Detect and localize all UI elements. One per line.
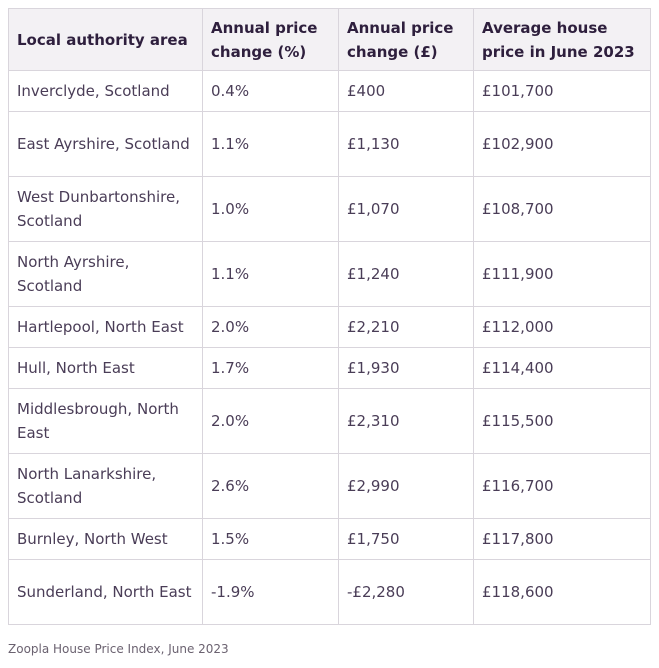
cell-average-price: £108,700 bbox=[473, 176, 651, 242]
cell-average-price: £118,600 bbox=[473, 559, 651, 625]
cell-change-gbp: £400 bbox=[338, 70, 474, 112]
header-change-pct: Annual price change (%) bbox=[202, 8, 339, 71]
cell-average-price: £101,700 bbox=[473, 70, 651, 112]
cell-area: Middlesbrough, North East bbox=[8, 388, 203, 454]
house-price-table: Local authority area Annual price change… bbox=[8, 8, 651, 625]
cell-average-price: £115,500 bbox=[473, 388, 651, 454]
table-row: East Ayrshire, Scotland 1.1% £1,130 £102… bbox=[8, 111, 651, 177]
cell-change-gbp: £1,130 bbox=[338, 111, 474, 177]
cell-change-pct: 2.6% bbox=[202, 453, 339, 519]
cell-area: Inverclyde, Scotland bbox=[8, 70, 203, 112]
cell-area: Sunderland, North East bbox=[8, 559, 203, 625]
cell-change-pct: 1.5% bbox=[202, 518, 339, 560]
cell-area: Hull, North East bbox=[8, 347, 203, 389]
cell-area: Hartlepool, North East bbox=[8, 306, 203, 348]
cell-change-pct: 2.0% bbox=[202, 306, 339, 348]
cell-average-price: £114,400 bbox=[473, 347, 651, 389]
cell-change-pct: 0.4% bbox=[202, 70, 339, 112]
header-change-gbp: Annual price change (£) bbox=[338, 8, 474, 71]
cell-change-pct: 1.1% bbox=[202, 111, 339, 177]
cell-area: West Dunbartonshire, Scotland bbox=[8, 176, 203, 242]
table-row: North Ayrshire, Scotland 1.1% £1,240 £11… bbox=[8, 241, 651, 307]
cell-area: North Lanarkshire, Scotland bbox=[8, 453, 203, 519]
table-row: West Dunbartonshire, Scotland 1.0% £1,07… bbox=[8, 176, 651, 242]
cell-change-gbp: £1,070 bbox=[338, 176, 474, 242]
cell-change-pct: 2.0% bbox=[202, 388, 339, 454]
cell-change-pct: 1.0% bbox=[202, 176, 339, 242]
cell-average-price: £112,000 bbox=[473, 306, 651, 348]
cell-average-price: £102,900 bbox=[473, 111, 651, 177]
header-row: Local authority area Annual price change… bbox=[8, 8, 651, 71]
cell-change-gbp: £1,750 bbox=[338, 518, 474, 560]
cell-change-gbp: £1,930 bbox=[338, 347, 474, 389]
cell-change-gbp: £1,240 bbox=[338, 241, 474, 307]
cell-area: Burnley, North West bbox=[8, 518, 203, 560]
header-average-price: Average house price in June 2023 bbox=[473, 8, 651, 71]
cell-change-gbp: £2,310 bbox=[338, 388, 474, 454]
cell-change-pct: 1.7% bbox=[202, 347, 339, 389]
header-area: Local authority area bbox=[8, 8, 203, 71]
cell-change-gbp: -£2,280 bbox=[338, 559, 474, 625]
table-row: North Lanarkshire, Scotland 2.6% £2,990 … bbox=[8, 453, 651, 519]
cell-change-gbp: £2,210 bbox=[338, 306, 474, 348]
table-row: Middlesbrough, North East 2.0% £2,310 £1… bbox=[8, 388, 651, 454]
table-row: Inverclyde, Scotland 0.4% £400 £101,700 bbox=[8, 70, 651, 112]
table-row: Hull, North East 1.7% £1,930 £114,400 bbox=[8, 347, 651, 389]
cell-change-gbp: £2,990 bbox=[338, 453, 474, 519]
cell-average-price: £117,800 bbox=[473, 518, 651, 560]
table-row: Burnley, North West 1.5% £1,750 £117,800 bbox=[8, 518, 651, 560]
cell-average-price: £116,700 bbox=[473, 453, 651, 519]
source-caption: Zoopla House Price Index, June 2023 bbox=[8, 642, 229, 656]
cell-change-pct: 1.1% bbox=[202, 241, 339, 307]
cell-area: East Ayrshire, Scotland bbox=[8, 111, 203, 177]
cell-area: North Ayrshire, Scotland bbox=[8, 241, 203, 307]
cell-change-pct: -1.9% bbox=[202, 559, 339, 625]
table-row: Hartlepool, North East 2.0% £2,210 £112,… bbox=[8, 306, 651, 348]
cell-average-price: £111,900 bbox=[473, 241, 651, 307]
table-row: Sunderland, North East -1.9% -£2,280 £11… bbox=[8, 559, 651, 625]
